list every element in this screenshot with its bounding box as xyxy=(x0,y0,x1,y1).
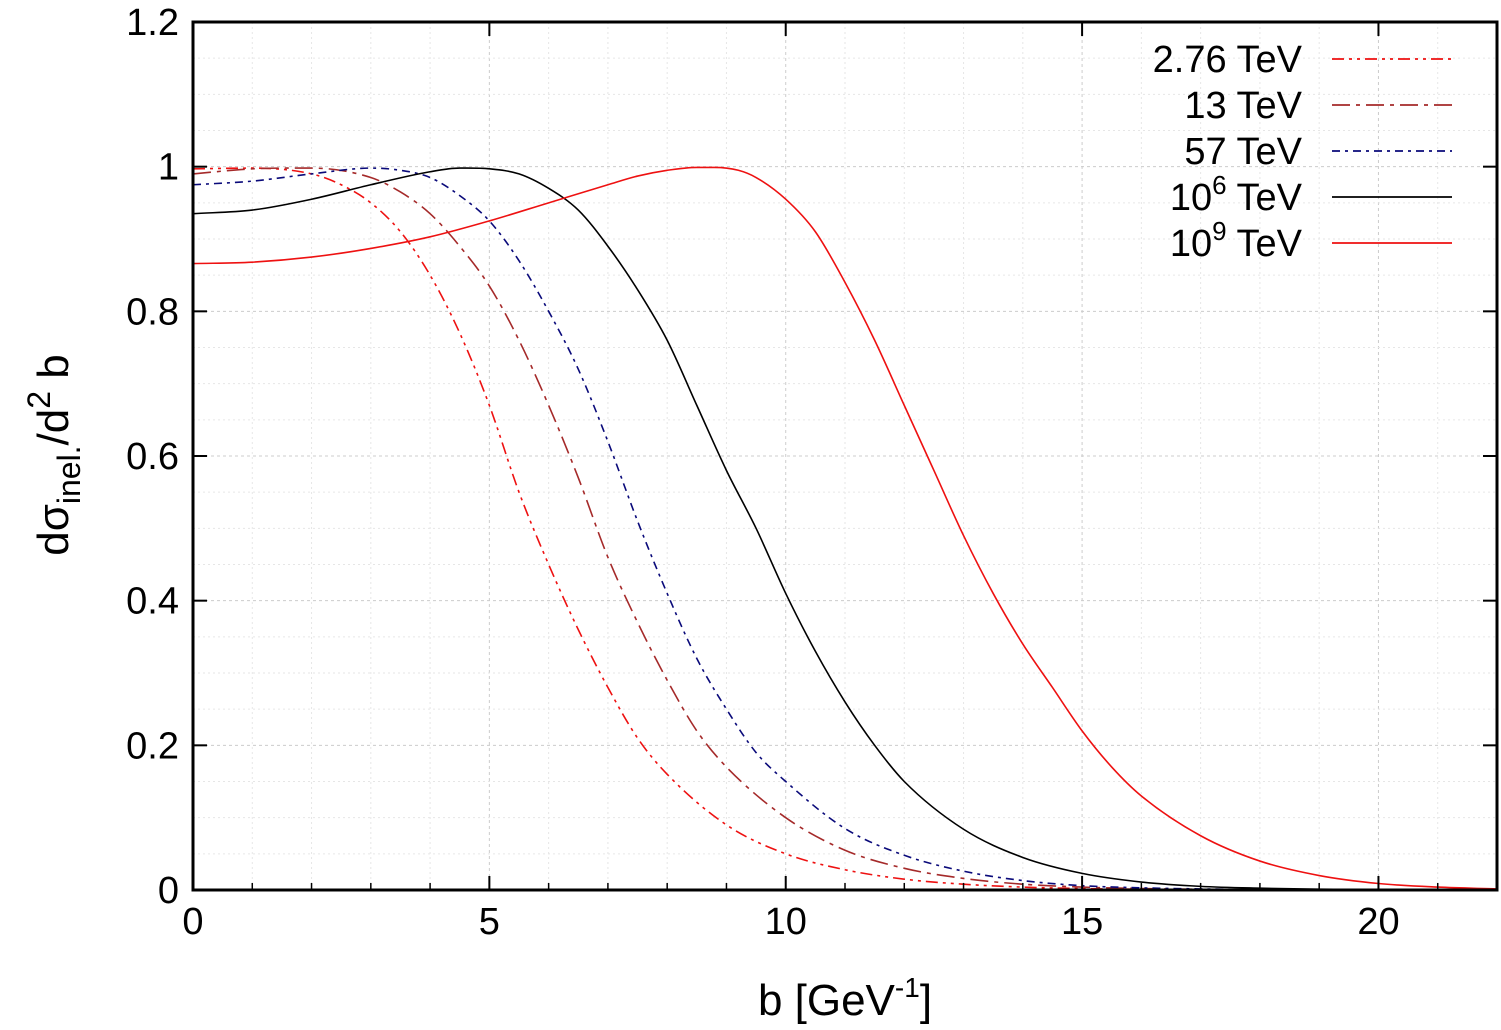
legend-label-0: 2.76 TeV xyxy=(1153,39,1303,81)
series-line-3 xyxy=(192,167,1379,891)
y-tick-label: 0.2 xyxy=(126,725,179,767)
y-tick-label: 1 xyxy=(158,147,179,189)
axis-ticks: 0 5 10 15 20 0 0.2 0.4 0.6 0.8 1 1.2 xyxy=(126,2,1498,943)
legend-label-1: 13 TeV xyxy=(1184,85,1302,127)
series-lines xyxy=(192,166,1498,891)
y-tick-label: 0.4 xyxy=(126,581,179,623)
series-line-2 xyxy=(192,167,1260,891)
x-tick-label: 10 xyxy=(765,901,807,943)
x-tick-label: 5 xyxy=(479,901,500,943)
grid xyxy=(192,21,1498,891)
y-tick-label: 0.6 xyxy=(126,436,179,478)
y-axis-title: dσinel./d2 b xyxy=(21,354,87,556)
x-tick-label: 20 xyxy=(1357,901,1399,943)
x-axis-title: b [GeV-1] xyxy=(758,972,932,1025)
series-line-0 xyxy=(192,167,1260,891)
series-line-4 xyxy=(192,166,1498,890)
legend-label-4: 109 TeV xyxy=(1170,216,1303,265)
x-tick-label: 0 xyxy=(182,901,203,943)
x-tick-label: 15 xyxy=(1061,901,1103,943)
y-tick-label: 1.2 xyxy=(126,2,179,44)
y-tick-label: 0 xyxy=(158,870,179,912)
series-line-1 xyxy=(192,167,1260,891)
legend-label-3: 106 TeV xyxy=(1170,170,1303,219)
legend-label-2: 57 TeV xyxy=(1184,131,1302,173)
y-tick-label: 0.8 xyxy=(126,291,179,333)
